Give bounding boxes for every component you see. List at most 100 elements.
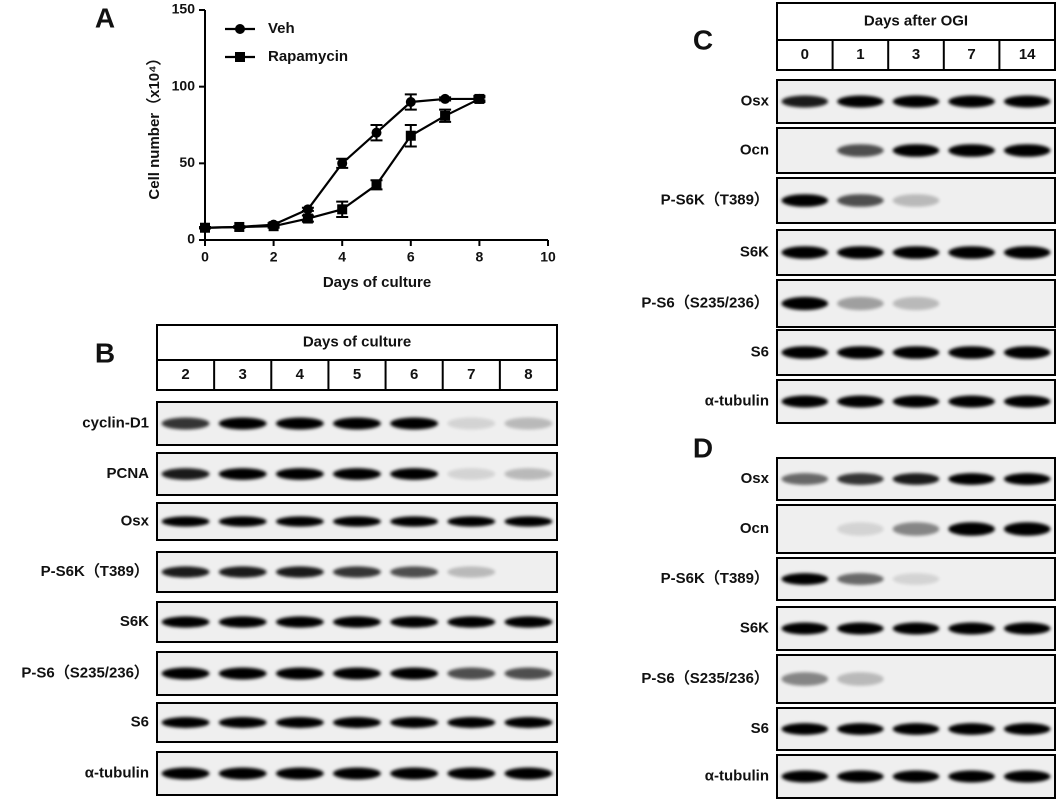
band xyxy=(837,246,884,259)
band xyxy=(275,516,324,527)
band xyxy=(948,723,995,735)
marker xyxy=(234,221,245,232)
blot-row-label: P-S6K（T389） xyxy=(661,190,769,208)
band xyxy=(1003,723,1051,735)
x-tick-label: 8 xyxy=(476,249,484,265)
panel-letter: B xyxy=(95,337,115,368)
band xyxy=(333,468,381,480)
band xyxy=(504,767,553,780)
band xyxy=(837,144,884,157)
band xyxy=(447,516,496,527)
band xyxy=(390,717,439,728)
band xyxy=(781,346,829,359)
band xyxy=(447,717,496,728)
band xyxy=(892,573,940,585)
header-box xyxy=(156,324,558,361)
band xyxy=(781,573,829,585)
marker xyxy=(371,127,382,138)
band xyxy=(1003,395,1051,408)
band xyxy=(892,770,940,783)
blot-row-label: PCNA xyxy=(106,465,149,482)
band xyxy=(892,194,940,207)
band xyxy=(892,246,940,259)
marker xyxy=(200,222,210,233)
band xyxy=(161,767,210,780)
band xyxy=(837,522,884,536)
band xyxy=(447,468,496,480)
band xyxy=(447,767,496,780)
y-tick-label: 100 xyxy=(172,77,196,93)
band xyxy=(892,723,940,735)
band xyxy=(504,417,553,430)
blot-header: Days of culture xyxy=(303,333,411,350)
blot-row-label: α-tubulin xyxy=(705,392,769,409)
band xyxy=(1003,473,1051,485)
marker xyxy=(405,130,416,141)
legend-label: Veh xyxy=(268,20,295,37)
x-axis-label: Days of culture xyxy=(323,274,431,291)
band xyxy=(948,395,995,408)
marker xyxy=(440,110,451,121)
band xyxy=(781,296,829,311)
band xyxy=(948,246,995,259)
lane-label: 0 xyxy=(801,46,809,63)
blot-row-label: Osx xyxy=(741,470,770,487)
band xyxy=(837,622,884,635)
marker xyxy=(337,158,348,169)
marker xyxy=(302,204,313,215)
band xyxy=(781,246,829,259)
band xyxy=(504,717,553,728)
band xyxy=(218,566,267,578)
band xyxy=(781,95,829,108)
marker xyxy=(235,52,245,62)
band xyxy=(781,723,829,735)
blot-row-label: P-S6（S235/236） xyxy=(641,669,769,687)
band xyxy=(390,616,439,628)
blot-row-label: S6K xyxy=(120,613,149,630)
x-tick-label: 2 xyxy=(270,249,278,265)
marker xyxy=(302,213,313,224)
y-tick-label: 50 xyxy=(179,154,195,170)
band xyxy=(333,566,381,578)
band xyxy=(161,566,210,578)
header-box xyxy=(776,2,1056,41)
band xyxy=(837,346,884,359)
band xyxy=(218,468,267,480)
marker xyxy=(235,24,245,34)
band xyxy=(837,770,884,783)
band xyxy=(781,770,829,783)
band xyxy=(837,395,884,408)
band xyxy=(447,616,496,628)
blot-row-label: α-tubulin xyxy=(705,767,769,784)
band xyxy=(781,473,829,485)
band xyxy=(333,717,381,728)
band xyxy=(948,522,995,536)
marker xyxy=(474,93,485,104)
band xyxy=(390,417,439,430)
blot-row-label: Ocn xyxy=(740,520,769,537)
band xyxy=(837,723,884,735)
band xyxy=(892,346,940,359)
band xyxy=(161,468,210,480)
blot-row-label: S6K xyxy=(740,243,769,260)
band xyxy=(275,767,324,780)
blot-row-label: P-S6（S235/236） xyxy=(641,293,769,311)
band xyxy=(390,667,439,680)
band xyxy=(333,616,381,628)
lane-label: 3 xyxy=(912,46,920,63)
band xyxy=(892,296,940,311)
band xyxy=(333,767,381,780)
band xyxy=(892,522,940,536)
blot-header: Days after OGI xyxy=(864,12,968,29)
blot-row-label: P-S6K（T389） xyxy=(661,569,769,587)
band xyxy=(275,417,324,430)
y-tick-label: 0 xyxy=(187,231,195,247)
band xyxy=(948,95,995,108)
band xyxy=(892,622,940,635)
x-tick-label: 4 xyxy=(338,249,346,265)
x-tick-label: 6 xyxy=(407,249,415,265)
band xyxy=(390,516,439,527)
marker xyxy=(337,204,348,215)
blot-row-label: P-S6K（T389） xyxy=(41,562,149,580)
